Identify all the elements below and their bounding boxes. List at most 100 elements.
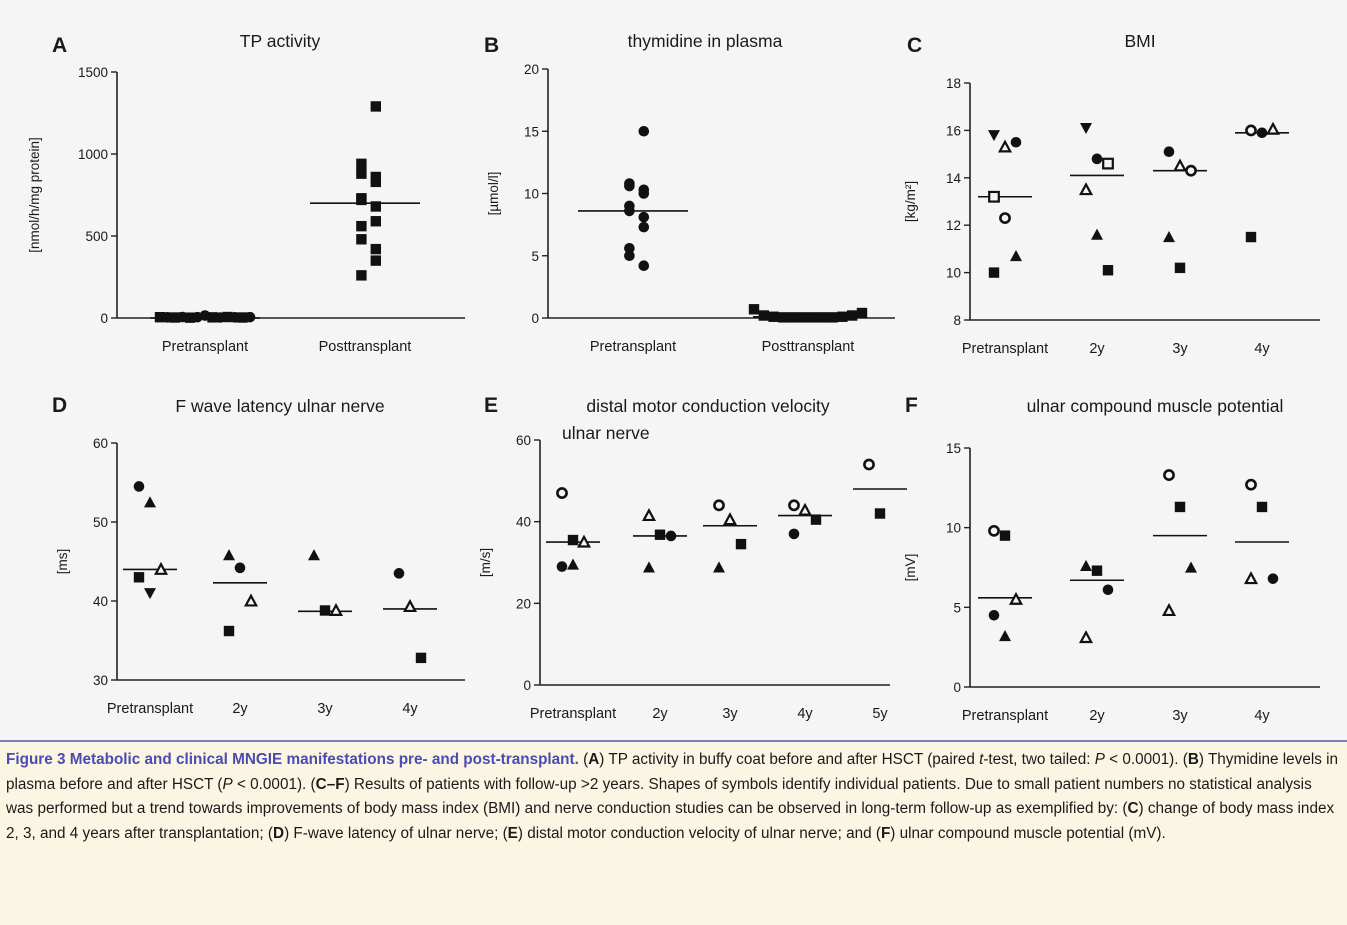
data-point xyxy=(308,549,320,561)
y-tick-label: 10 xyxy=(946,266,961,281)
x-category-label: 2y xyxy=(232,701,248,717)
y-axis-label: [m/s] xyxy=(478,548,493,577)
data-point xyxy=(1091,228,1103,240)
data-point xyxy=(356,158,367,170)
y-tick-label: 12 xyxy=(946,218,961,233)
data-point xyxy=(807,312,819,323)
data-point xyxy=(988,130,1000,142)
caption-run: A xyxy=(588,751,600,768)
x-category-label: 2y xyxy=(652,706,668,722)
caption-run: C–F xyxy=(315,775,345,793)
data-point xyxy=(144,588,156,600)
y-tick-label: 0 xyxy=(523,678,531,693)
panel-d: D F wave latency ulnar nerve 30 40 50 60 [ms] P… xyxy=(52,394,465,717)
caption-run: < 0.0001). ( xyxy=(1104,751,1188,768)
x-category-label: Pretransplant xyxy=(107,701,193,717)
data-point xyxy=(999,212,1011,224)
data-point xyxy=(1185,164,1197,177)
panel-a: A TP activity 0 500 1000 1500 [nmol/h/mg prote… xyxy=(27,31,465,355)
data-point xyxy=(856,307,868,319)
data-point xyxy=(758,310,770,321)
data-point xyxy=(370,216,381,227)
y-tick-label: 60 xyxy=(516,433,531,448)
data-point xyxy=(988,190,1000,203)
data-point xyxy=(624,242,635,254)
data-point xyxy=(713,561,725,573)
data-point xyxy=(1245,478,1257,491)
data-point xyxy=(778,312,789,323)
y-axis-label: [kg/m²] xyxy=(903,181,918,222)
y-tick-label: 1500 xyxy=(78,65,108,80)
data-point xyxy=(638,188,650,199)
data-point xyxy=(641,508,657,522)
data-point xyxy=(1243,571,1259,585)
data-point xyxy=(243,593,259,607)
data-point xyxy=(1163,231,1175,243)
data-point xyxy=(237,312,248,323)
caption-run: B xyxy=(1187,751,1199,768)
data-point xyxy=(997,139,1013,153)
data-point xyxy=(328,602,344,617)
caption-run: C xyxy=(1127,800,1139,817)
chart-title-line2: ulnar nerve xyxy=(562,423,650,443)
caption-run: ) ulnar compound muscle potential (mV). xyxy=(890,824,1166,842)
caption-run: < 0.0001). ( xyxy=(232,775,316,793)
x-category-label: Pretransplant xyxy=(590,339,676,355)
data-point xyxy=(999,630,1011,642)
data-point xyxy=(234,562,246,574)
data-point xyxy=(1008,591,1024,605)
chart-title: ulnar compound muscle potential xyxy=(1027,396,1284,416)
data-point xyxy=(556,561,568,572)
data-point xyxy=(1161,603,1177,617)
panel-letter: A xyxy=(52,34,67,57)
data-point xyxy=(1185,561,1197,573)
panel-c: C BMI 8 10 12 14 16 18 [kg/m²] Pretransplant 2y 3y 4… xyxy=(903,31,1320,357)
data-point xyxy=(1267,573,1279,584)
data-point xyxy=(415,652,427,664)
caption-run: ( xyxy=(578,751,589,768)
x-category-label: Pretransplant xyxy=(962,341,1048,357)
data-point xyxy=(402,599,418,613)
chart-title: TP activity xyxy=(240,31,321,51)
panel-letter: B xyxy=(484,34,499,57)
caption-run: P xyxy=(1094,751,1105,768)
data-point xyxy=(748,304,760,315)
data-point xyxy=(370,201,381,212)
data-point xyxy=(1174,262,1186,274)
data-point xyxy=(133,481,145,492)
y-axis-label: [nmol/h/mg protein] xyxy=(27,137,42,253)
data-point xyxy=(624,205,635,217)
caption-box: Figure 3 Metabolic and clinical MNGIE ma… xyxy=(0,740,1347,925)
data-point xyxy=(788,499,800,512)
data-point xyxy=(827,312,838,323)
y-tick-label: 40 xyxy=(516,515,531,530)
data-point xyxy=(810,514,822,525)
data-point xyxy=(638,125,650,137)
y-tick-label: 0 xyxy=(531,311,539,326)
data-point xyxy=(1102,584,1114,596)
data-point xyxy=(624,180,635,192)
y-axis-label: [mV] xyxy=(903,554,918,582)
data-point xyxy=(846,310,858,321)
panel-letter: E xyxy=(484,394,498,417)
x-category-label: 4y xyxy=(1254,341,1270,357)
y-tick-label: 8 xyxy=(953,313,961,328)
caption-run: F xyxy=(880,824,891,842)
data-point xyxy=(223,625,235,637)
figure-panel: A TP activity 0 500 1000 1500 [nmol/h/mg prote… xyxy=(27,31,1320,724)
y-tick-label: 50 xyxy=(93,515,108,530)
y-tick-label: 14 xyxy=(946,171,962,186)
data-point xyxy=(1163,146,1175,158)
caption-run: D xyxy=(273,824,285,842)
data-point xyxy=(1163,469,1175,481)
y-tick-label: 15 xyxy=(946,441,961,456)
data-point xyxy=(393,568,405,579)
data-point xyxy=(817,312,828,323)
data-point xyxy=(207,312,218,323)
y-tick-label: 10 xyxy=(524,187,539,202)
y-tick-label: 16 xyxy=(946,123,961,138)
